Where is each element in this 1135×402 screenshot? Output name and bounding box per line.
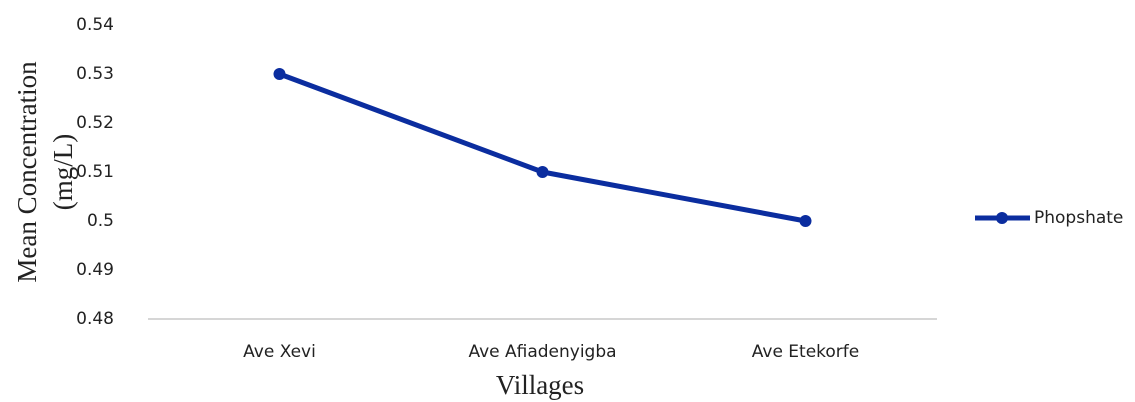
x-tick-label: Ave Afiadenyigba <box>468 342 616 362</box>
legend-label: Phopshate <box>1034 208 1123 228</box>
data-point <box>799 215 812 227</box>
legend-marker <box>996 212 1008 224</box>
y-tick-label: 0.52 <box>76 113 114 133</box>
data-point <box>273 68 286 80</box>
y-tick-label: 0.53 <box>76 64 114 84</box>
y-tick-label: 0.51 <box>76 162 114 182</box>
y-axis-title: (mg/L) <box>48 134 78 210</box>
x-axis-title: Villages <box>496 370 584 400</box>
data-point <box>536 166 549 178</box>
y-tick-label: 0.49 <box>76 260 114 280</box>
series-line <box>278 71 806 224</box>
y-axis-title: Mean Concentration <box>12 61 42 283</box>
y-tick-label: 0.54 <box>76 15 114 35</box>
y-tick-label: 0.48 <box>76 309 114 329</box>
x-tick-label: Ave Xevi <box>243 342 316 362</box>
x-tick-label: Ave Etekorfe <box>752 342 860 362</box>
y-tick-label: 0.5 <box>87 211 114 231</box>
